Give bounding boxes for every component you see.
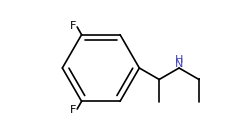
Text: H: H xyxy=(175,55,183,65)
Text: F: F xyxy=(70,21,76,31)
Text: F: F xyxy=(70,105,76,115)
Text: N: N xyxy=(175,59,183,69)
